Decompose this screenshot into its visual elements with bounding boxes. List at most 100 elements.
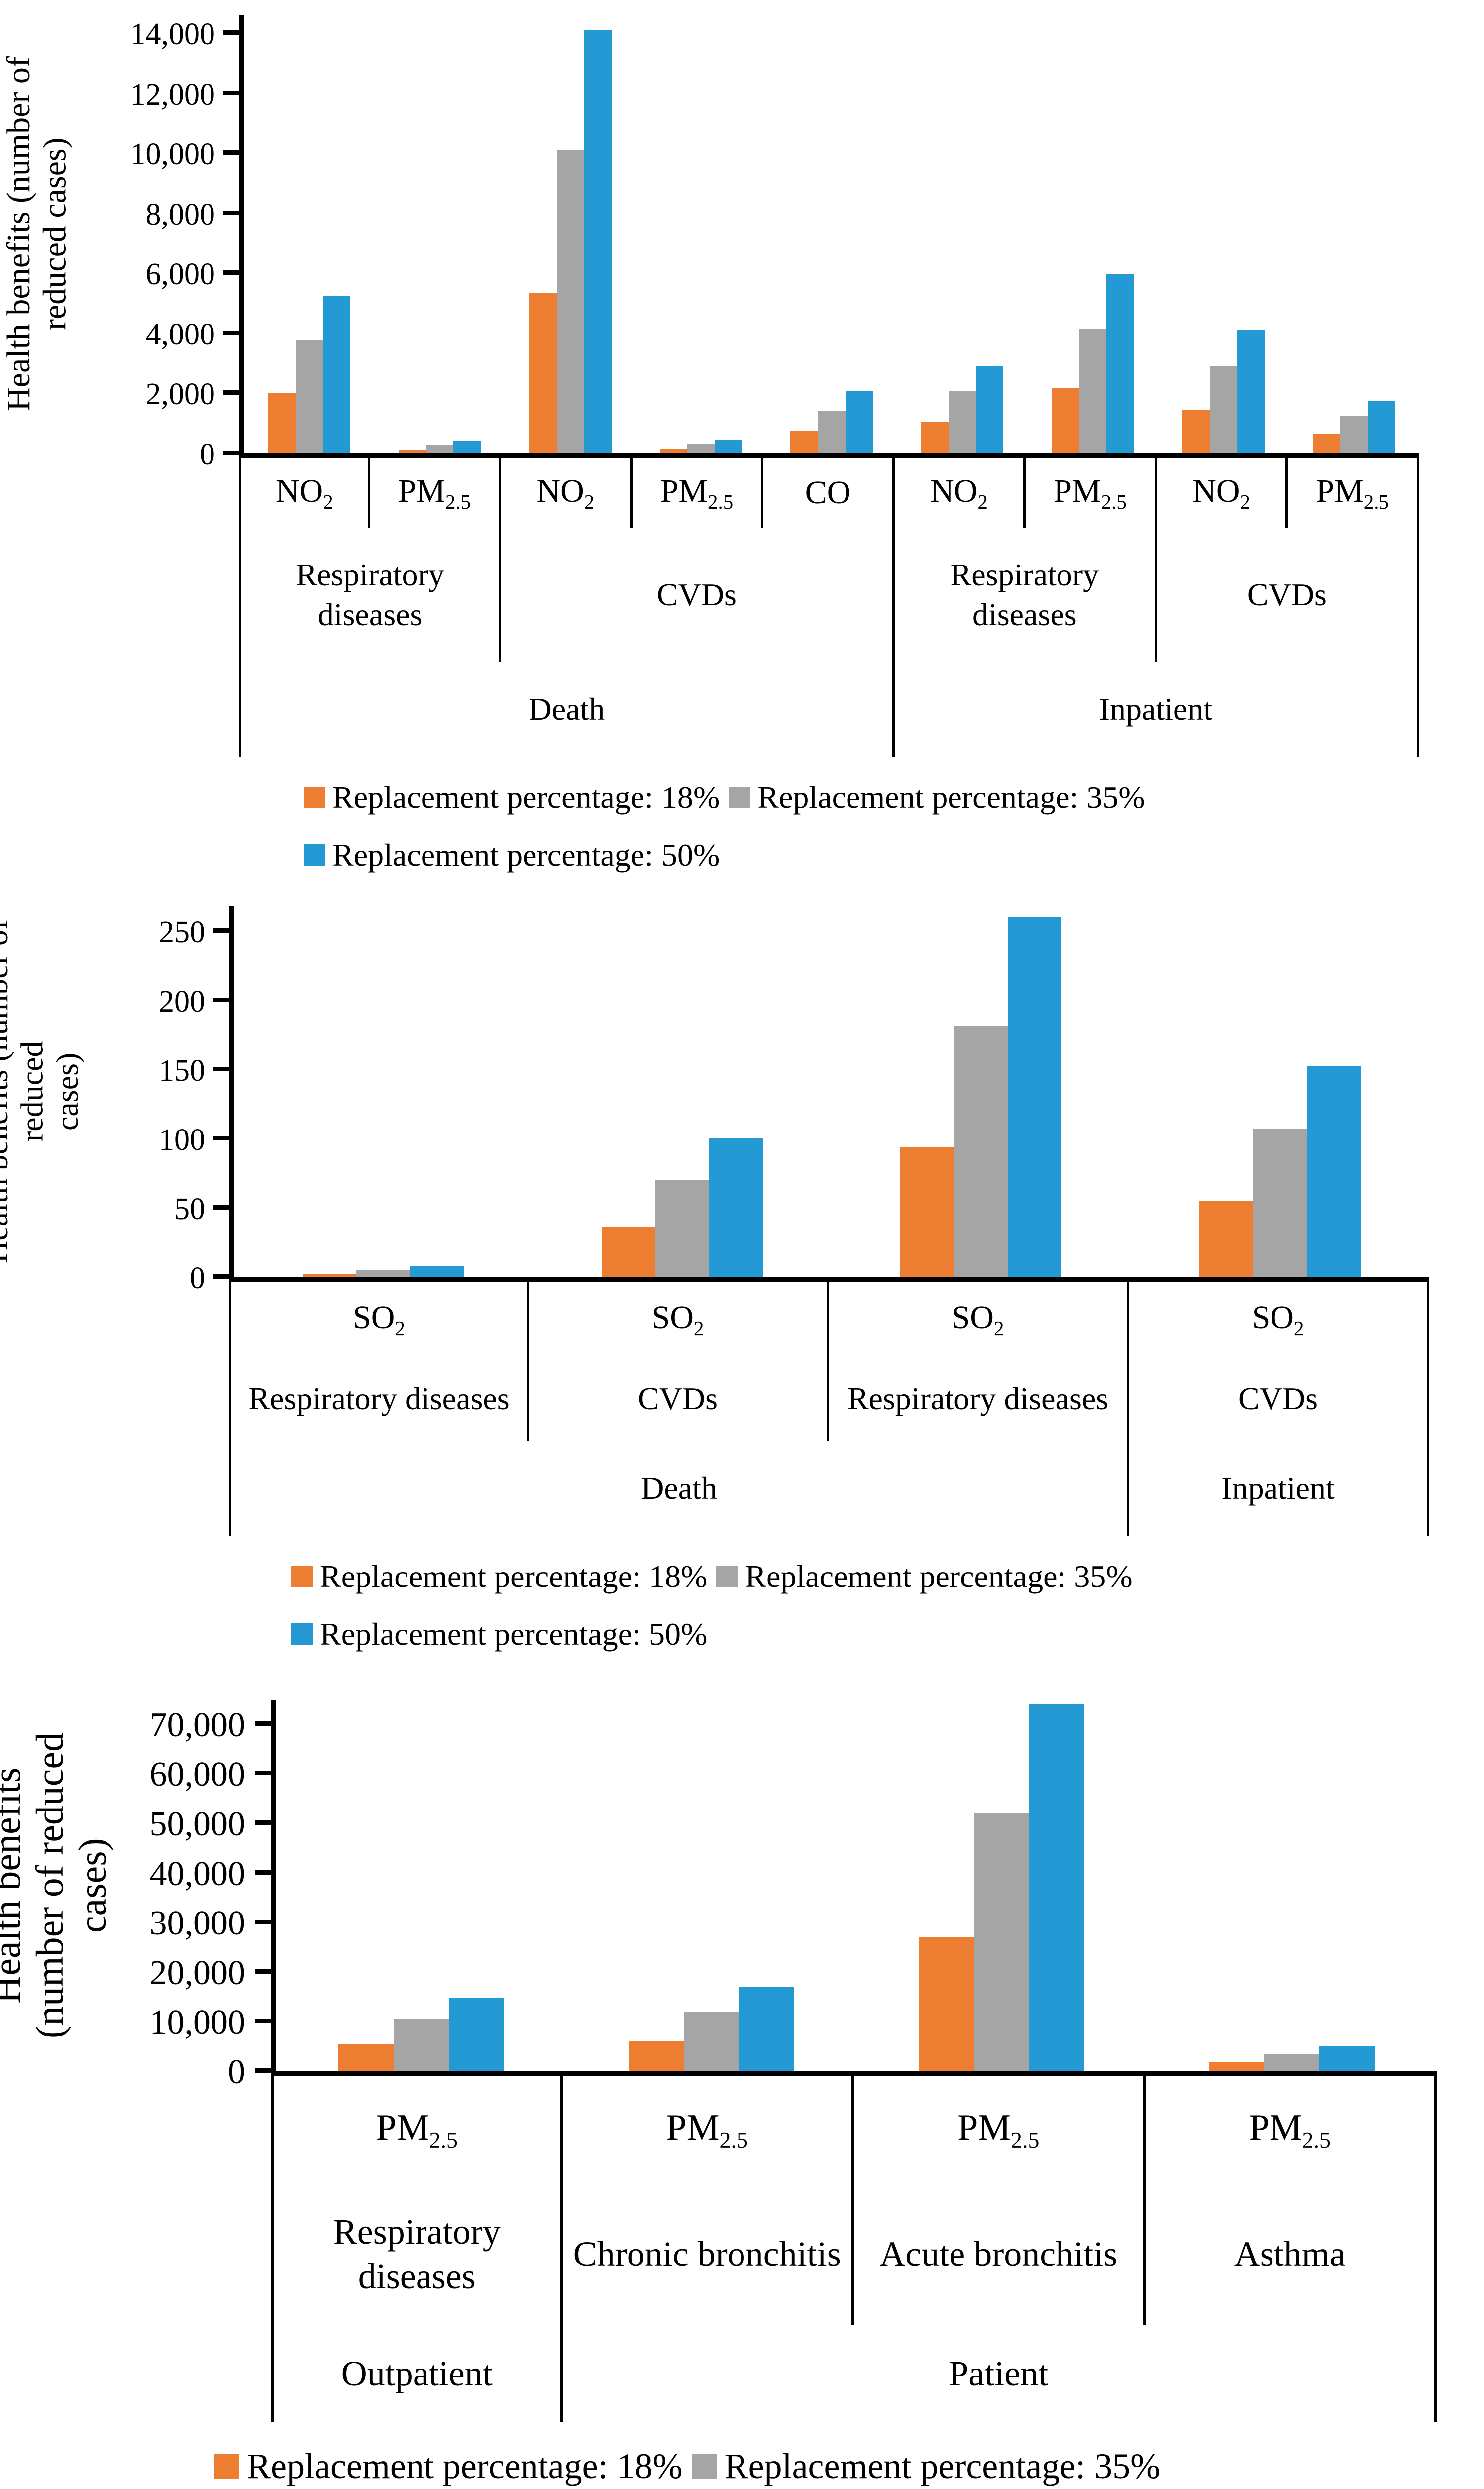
bar-series-3 [448, 1998, 504, 2071]
bar-series-3 [1319, 2046, 1375, 2071]
x-label-cell: CVDs [1157, 528, 1419, 662]
bar-group [234, 906, 533, 1277]
bar-series-2 [684, 2012, 739, 2071]
bar-series-3 [1368, 400, 1395, 453]
x-label-cell: PM2.5 [854, 2076, 1146, 2183]
bar-group [374, 15, 505, 453]
legend-label: Replacement percentage: 18% [247, 2446, 683, 2486]
y-tick-mark [255, 1969, 271, 1974]
y-tick-label: 200 [159, 985, 205, 1019]
bar-group [897, 15, 1027, 453]
plot-column: SO2 SO2 SO2 SO2 Respiratory diseases CVDs Resp… [229, 906, 1429, 1536]
x-label-cell: Chronic bronchitis [563, 2183, 854, 2325]
legend-line-1: Replacement percentage: 18% Replacement … [291, 1558, 1484, 1595]
x-label-cell: SO2 [829, 1282, 1129, 1357]
legend-label: Replacement percentage: 50% [320, 1616, 708, 1652]
legend-line-2: Replacement percentage: 50% [304, 837, 1484, 874]
y-tick-label: 100 [159, 1123, 205, 1157]
y-tick-label: 70,000 [149, 1705, 246, 1744]
plot-area [229, 906, 1429, 1282]
x-label-cell: PM2.5 [1026, 458, 1157, 528]
y-tick-mark [223, 270, 239, 275]
x-label-cell: PM2.5 [633, 458, 764, 528]
x-label-row-3: Death Inpatient [229, 1441, 1429, 1536]
x-label-row-3: Outpatient Patient [271, 2325, 1437, 2422]
y-tick-label: 6,000 [145, 257, 215, 292]
x-label-cell: Acute bronchitis [854, 2183, 1146, 2325]
bar-series-1 [1199, 1201, 1253, 1277]
y-tick-label: 150 [159, 1054, 205, 1088]
y-tick-mark [223, 210, 239, 215]
y-tick-label: 14,000 [130, 17, 215, 52]
x-label-row-1: NO2 PM2.5 NO2 PM2.5 CO NO2 PM2.5 NO2 PM2.5 [239, 458, 1419, 528]
x-label-row-2: Respiratory diseases Chronic bronchitis Ac… [271, 2183, 1437, 2325]
legend-label: Replacement percentage: 35% [745, 1559, 1133, 1594]
bar-series-3 [1029, 1703, 1084, 2071]
y-tick-label: 50 [174, 1192, 205, 1227]
bar-series-2 [655, 1180, 709, 1277]
bar-series-3 [709, 1138, 763, 1277]
legend-item-35: Replacement percentage: 35% [691, 2446, 1160, 2487]
y-axis-title: Health benefits (number of reduced cases… [0, 1732, 114, 2039]
x-label-cell: SO2 [229, 1282, 529, 1357]
x-label-cell: PM2.5 [370, 458, 502, 528]
bar-series-1 [529, 292, 557, 453]
bar-group [856, 1700, 1147, 2071]
bar-group [533, 906, 832, 1277]
chart-top-death-inpatient: Health benefits (number of reduced cases… [0, 0, 1484, 876]
bar-series-2 [426, 445, 454, 453]
bar-group [1028, 15, 1158, 453]
x-label-cell: NO2 [501, 458, 633, 528]
bar-series-2 [1209, 366, 1237, 453]
chart-bottom-pm25: Health benefits (number of reduced cases… [0, 1675, 1484, 2489]
bar-series-1 [268, 393, 296, 453]
plot-column: NO2 PM2.5 NO2 PM2.5 CO NO2 PM2.5 NO2 PM2.5 Respir… [239, 15, 1419, 757]
legend-swatch-gray-icon [729, 787, 751, 808]
bar-series-1 [921, 421, 949, 453]
bar-series-1 [398, 449, 426, 453]
bar-group [276, 1700, 566, 2071]
bar-group [832, 906, 1131, 1277]
legend-swatch-orange-icon [291, 1566, 313, 1587]
bar-group [244, 15, 374, 453]
x-label-row-2: Respiratory diseases CVDs Respiratory dise… [229, 1357, 1429, 1441]
legend-swatch-gray-icon [691, 2454, 717, 2479]
bar-group [1158, 15, 1288, 453]
x-label-cell: NO2 [239, 458, 370, 528]
bar-series-2 [1340, 415, 1368, 453]
x-label-cell: NO2 [895, 458, 1026, 528]
bar-series-1 [338, 2044, 394, 2071]
x-label-cell: Respiratory diseases [229, 1357, 529, 1441]
x-label-cell: PM2.5 [271, 2076, 563, 2183]
y-tick-mark [213, 928, 229, 933]
bar-series-1 [919, 1937, 974, 2071]
x-label-cell: PM2.5 [1146, 2076, 1437, 2183]
legend-item-35: Replacement percentage: 35% [729, 779, 1145, 816]
bar-series-2 [394, 2019, 449, 2071]
legend-item-18: Replacement percentage: 18% [304, 779, 720, 816]
x-label-cell: Death [229, 1441, 1129, 1536]
bar-series-3 [584, 30, 612, 453]
legend-line-1: Replacement percentage: 18% Replacement … [304, 779, 1484, 816]
x-label-cell: Inpatient [895, 662, 1419, 757]
y-tick-mark [213, 1205, 229, 1210]
y-tick-label: 10,000 [149, 2003, 246, 2042]
bar-series-1 [601, 1227, 655, 1277]
x-axis-label-rows: NO2 PM2.5 NO2 PM2.5 CO NO2 PM2.5 NO2 PM2.5 Respir… [239, 458, 1419, 757]
bar-group [505, 15, 636, 453]
x-label-cell: PM2.5 [563, 2076, 854, 2183]
legend-line-1: Replacement percentage: 18% Replacement … [214, 2446, 1484, 2487]
bar-series-1 [659, 449, 687, 453]
bar-series-2 [687, 444, 715, 453]
x-label-row-1: SO2 SO2 SO2 SO2 [229, 1282, 1429, 1357]
x-axis-label-rows: SO2 SO2 SO2 SO2 Respiratory diseases CVDs Resp… [229, 1282, 1429, 1536]
bar-series-1 [1052, 388, 1079, 453]
bar-series-3 [1106, 274, 1134, 453]
bar-series-2 [954, 1026, 1008, 1277]
bar-group [566, 1700, 856, 2071]
bar-series-2 [818, 411, 846, 453]
bar-series-1 [900, 1146, 954, 1277]
y-tick-mark [255, 1721, 271, 1726]
bar-series-2 [295, 340, 323, 453]
